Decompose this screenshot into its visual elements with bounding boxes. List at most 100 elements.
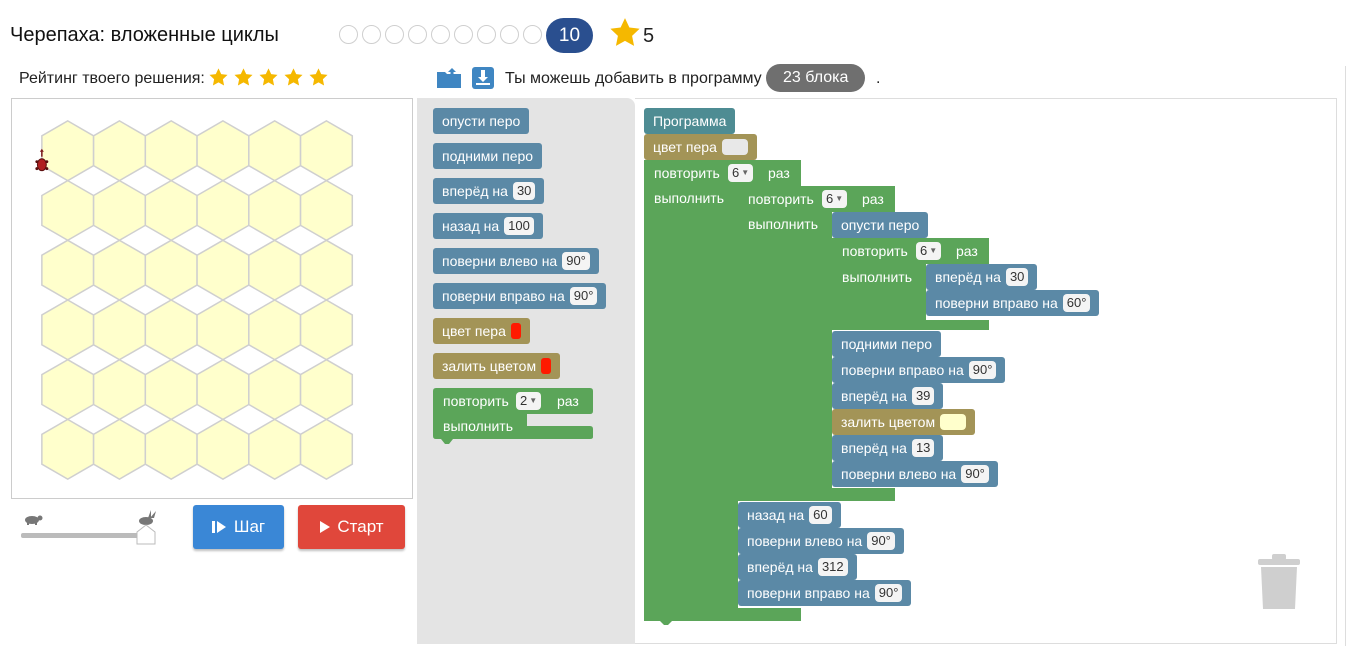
pen-color-swatch[interactable] — [510, 323, 521, 339]
toolbox-pen-down-block[interactable]: опусти перо — [433, 108, 530, 134]
current-level-badge[interactable]: 10 — [546, 18, 593, 53]
rating-stars — [208, 67, 329, 88]
fill-color-swatch[interactable] — [541, 358, 552, 374]
level-dot-1[interactable] — [339, 25, 358, 44]
forward-value-field[interactable]: 30 — [1005, 268, 1029, 286]
turn-right-block[interactable]: поверни вправо на 90° — [738, 580, 912, 606]
trash-icon[interactable] — [1257, 553, 1301, 611]
slider-handle[interactable] — [136, 524, 156, 545]
hexagon-cell — [92, 179, 147, 242]
mid-do-label: выполнить — [748, 216, 818, 232]
speed-slider[interactable] — [20, 510, 160, 546]
turn-left-block[interactable]: поверни влево на 90° — [738, 528, 904, 554]
open-folder-icon[interactable] — [436, 66, 462, 90]
toolbox-turn-right-block[interactable]: поверни вправо на 90° — [433, 283, 607, 309]
hexagon-cell — [299, 239, 354, 301]
start-button[interactable]: Старт — [298, 505, 405, 549]
rating-label: Рейтинг твоего решения: — [19, 70, 205, 87]
level-dot-9[interactable] — [523, 25, 542, 44]
hexagon-cell — [299, 358, 354, 421]
inner-do-label: выполнить — [842, 269, 912, 285]
block-label: вперёд на — [841, 388, 907, 404]
do-label: выполнить — [443, 418, 513, 434]
toolbox-pen-up-block[interactable]: подними перо — [433, 143, 543, 169]
forward-block[interactable]: вперёд на 312 — [738, 554, 857, 580]
forward-value-field[interactable]: 13 — [911, 439, 935, 457]
back-value-field[interactable]: 100 — [504, 217, 534, 235]
turn-left-block[interactable]: поверни влево на 90° — [832, 461, 998, 487]
hexagon-cell — [41, 299, 95, 361]
level-dot-3[interactable] — [385, 25, 404, 44]
forward-value-field[interactable]: 30 — [512, 182, 536, 200]
turn-left-value-field[interactable]: 90° — [867, 532, 895, 550]
turn-right-value-field[interactable]: 60° — [1062, 294, 1091, 312]
inner-repeat-count-field[interactable]: 6 ▼ — [916, 242, 942, 260]
hexagon-cell — [144, 358, 198, 421]
level-dot-6[interactable] — [454, 25, 473, 44]
back-value-field[interactable]: 60 — [809, 506, 832, 524]
forward-value-field[interactable]: 312 — [817, 558, 848, 576]
toolbox-pen-color-block[interactable]: цвет пера — [433, 318, 530, 344]
level-dot-8[interactable] — [500, 25, 519, 44]
forward-block[interactable]: вперёд на 39 — [832, 383, 944, 409]
hexagon-cell — [299, 120, 354, 182]
hexagon-cell — [196, 418, 250, 480]
outer-repeat-count-field[interactable]: 6 ▼ — [728, 164, 754, 182]
rating-star-icon — [259, 68, 278, 86]
turtle-canvas — [11, 98, 413, 499]
program-start-block[interactable]: Программа — [644, 108, 736, 134]
turn-right-block[interactable]: поверни вправо на 60° — [926, 290, 1100, 316]
fill-color-block[interactable]: залить цветом — [832, 409, 976, 435]
level-dot-5[interactable] — [431, 25, 450, 44]
turtle-slow-icon — [25, 515, 43, 525]
level-dot-4[interactable] — [408, 25, 427, 44]
rating-star-icon — [284, 68, 303, 86]
turtle-icon — [35, 148, 49, 172]
block-label: подними перо — [442, 148, 534, 164]
turn-right-block[interactable]: поверни вправо на 90° — [832, 357, 1006, 383]
forward-block[interactable]: вперёд на 30 — [926, 264, 1038, 290]
toolbox-turn-left-block[interactable]: поверни влево на 90° — [433, 248, 599, 274]
download-icon[interactable] — [471, 66, 495, 90]
toolbox-fill-color-block[interactable]: залить цветом — [433, 353, 561, 379]
toolbox-forward-block[interactable]: вперёд на 30 — [433, 178, 545, 204]
level-dot-7[interactable] — [477, 25, 496, 44]
outer-repeat-shape — [644, 160, 801, 625]
block-label: цвет пера — [442, 323, 506, 339]
turn-right-value-field[interactable]: 90° — [874, 584, 903, 602]
mid-repeat-count-field[interactable]: 6 ▼ — [822, 190, 848, 208]
block-label: опусти перо — [442, 113, 521, 129]
turn-right-value-field[interactable]: 90° — [968, 361, 997, 379]
hexagon-cell — [41, 358, 95, 421]
block-label: опусти перо — [841, 217, 920, 233]
turn-left-value-field[interactable]: 90° — [961, 465, 989, 483]
turn-right-value-field[interactable]: 90° — [569, 287, 598, 305]
pen-up-block[interactable]: подними перо — [832, 331, 942, 357]
repeat-count-value: 2 — [520, 393, 528, 408]
workspace-scrollbar[interactable] — [1345, 66, 1351, 646]
add-blocks-period: . — [876, 70, 881, 87]
back-block[interactable]: назад на 60 — [738, 502, 841, 528]
hexagon-cell — [248, 358, 302, 421]
forward-value-field[interactable]: 39 — [911, 387, 935, 405]
hexagon-cell — [248, 239, 302, 301]
outer-repeat-label: повторить — [654, 165, 720, 181]
forward-block[interactable]: вперёд на 13 — [832, 435, 944, 461]
star-icon — [610, 18, 640, 46]
toolbox-back-block[interactable]: назад на 100 — [433, 213, 543, 239]
hexagon-cell — [41, 179, 95, 242]
pen-color-swatch[interactable] — [721, 139, 748, 155]
block-label: залить цветом — [841, 414, 936, 430]
level-dot-2[interactable] — [362, 25, 381, 44]
stars-count: 5 — [643, 25, 655, 47]
pen-color-block[interactable]: цвет пера — [644, 134, 757, 160]
pen-down-block[interactable]: опусти перо — [832, 212, 929, 238]
hexagon-cell — [196, 299, 250, 361]
repeat-count-field[interactable]: 2 ▼ — [516, 392, 542, 410]
turn-left-value-field[interactable]: 90° — [562, 252, 590, 270]
fill-color-swatch[interactable] — [940, 414, 967, 430]
block-toolbox: опусти перо подними перо вперёд на 30 на… — [417, 98, 635, 644]
hexagon-cell — [92, 239, 147, 301]
step-button[interactable]: Шаг — [193, 505, 284, 549]
block-label: цвет пера — [653, 139, 717, 155]
